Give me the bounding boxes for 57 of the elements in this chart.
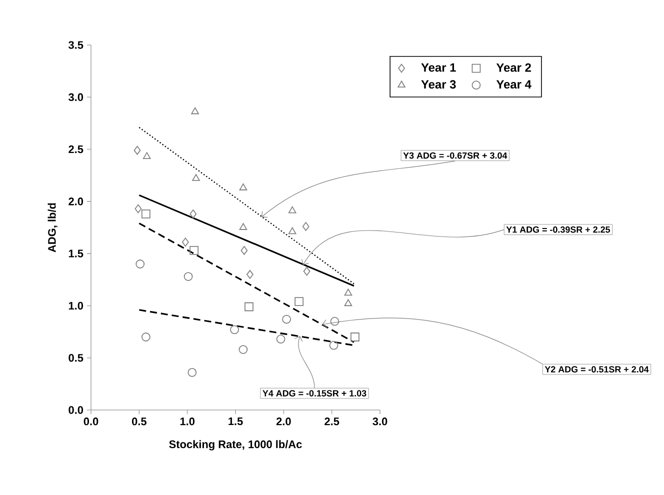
point [350, 332, 360, 342]
x-tick-label: 2.5 [324, 418, 340, 426]
point [288, 206, 296, 214]
point [239, 223, 248, 230]
point [141, 209, 150, 218]
point [294, 297, 304, 306]
x-tick-label: 1.0 [180, 418, 194, 426]
point [191, 107, 199, 114]
x-tick-label: 2.0 [276, 418, 291, 426]
point [244, 302, 254, 312]
point [329, 340, 338, 350]
point [141, 332, 150, 342]
point [188, 368, 197, 377]
x-tick-label: 0.5 [132, 418, 146, 426]
point [246, 270, 254, 279]
annotation: Y1 ADG = -0.39SR + 2.25 [506, 226, 610, 233]
y-tick-label: 3.0 [68, 93, 84, 102]
point [190, 246, 199, 255]
legend-label: Year 2 [496, 63, 531, 72]
y-tick-label: 1.0 [68, 302, 84, 310]
x-tick-label: 0.0 [84, 418, 98, 426]
annotation: Y4 ADG = -0.15SR + 1.03 [262, 390, 366, 396]
y-tick-label: 0.0 [68, 406, 84, 414]
text: Y2 ADG = -0.51SR + 2.04 [544, 366, 649, 373]
point [230, 325, 239, 334]
point [302, 222, 310, 231]
point [282, 314, 292, 324]
point [136, 260, 145, 268]
point [192, 174, 200, 181]
point [276, 334, 286, 344]
y-axis-title: ADG, lb/d [48, 203, 58, 252]
x-axis-title: Stocking Rate, 1000 lb/Ac [169, 440, 302, 450]
x-tick-label: 3.0 [372, 418, 388, 426]
text: Y3 ADG = -0.67SR + 3.04 [403, 152, 508, 159]
point [240, 246, 248, 255]
y-tick-label: 0.5 [68, 354, 84, 362]
point [184, 272, 193, 281]
legend-label: Year 3 [421, 80, 456, 89]
point [134, 204, 142, 214]
legend-label: Year 1 [421, 63, 456, 72]
point [303, 266, 310, 276]
point [330, 316, 340, 326]
y-tick-label: 2.5 [68, 145, 84, 154]
point [182, 238, 189, 247]
y-tick-label: 2.0 [68, 198, 84, 206]
point [239, 183, 248, 190]
y-tick-label: 3.5 [68, 41, 84, 49]
point [190, 209, 197, 218]
y-tick-label: 1.5 [68, 250, 84, 258]
point [238, 345, 248, 354]
point [344, 299, 352, 306]
point [142, 152, 151, 160]
point [288, 227, 296, 234]
point [344, 288, 352, 296]
point [134, 146, 141, 155]
x-tick-label: 1.5 [228, 418, 243, 426]
legend-label: Year 4 [496, 80, 532, 89]
